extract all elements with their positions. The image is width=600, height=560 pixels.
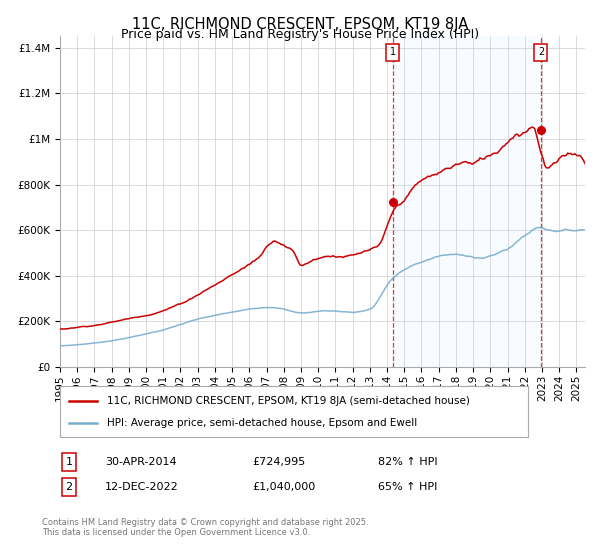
Text: £724,995: £724,995 <box>252 457 305 467</box>
Text: 12-DEC-2022: 12-DEC-2022 <box>105 482 179 492</box>
Text: 11C, RICHMOND CRESCENT, EPSOM, KT19 8JA: 11C, RICHMOND CRESCENT, EPSOM, KT19 8JA <box>132 17 468 32</box>
Text: 2: 2 <box>65 482 73 492</box>
Text: 1: 1 <box>389 48 396 57</box>
Text: 65% ↑ HPI: 65% ↑ HPI <box>378 482 437 492</box>
Text: 82% ↑ HPI: 82% ↑ HPI <box>378 457 437 467</box>
Text: Contains HM Land Registry data © Crown copyright and database right 2025.
This d: Contains HM Land Registry data © Crown c… <box>42 518 368 538</box>
Text: 11C, RICHMOND CRESCENT, EPSOM, KT19 8JA (semi-detached house): 11C, RICHMOND CRESCENT, EPSOM, KT19 8JA … <box>107 395 470 405</box>
Text: 2: 2 <box>538 48 544 57</box>
Bar <box>393 36 541 367</box>
FancyBboxPatch shape <box>60 386 528 437</box>
Text: 1: 1 <box>65 457 73 467</box>
Text: HPI: Average price, semi-detached house, Epsom and Ewell: HPI: Average price, semi-detached house,… <box>107 418 417 428</box>
Text: Price paid vs. HM Land Registry's House Price Index (HPI): Price paid vs. HM Land Registry's House … <box>121 28 479 41</box>
Text: £1,040,000: £1,040,000 <box>252 482 315 492</box>
Text: 30-APR-2014: 30-APR-2014 <box>105 457 176 467</box>
